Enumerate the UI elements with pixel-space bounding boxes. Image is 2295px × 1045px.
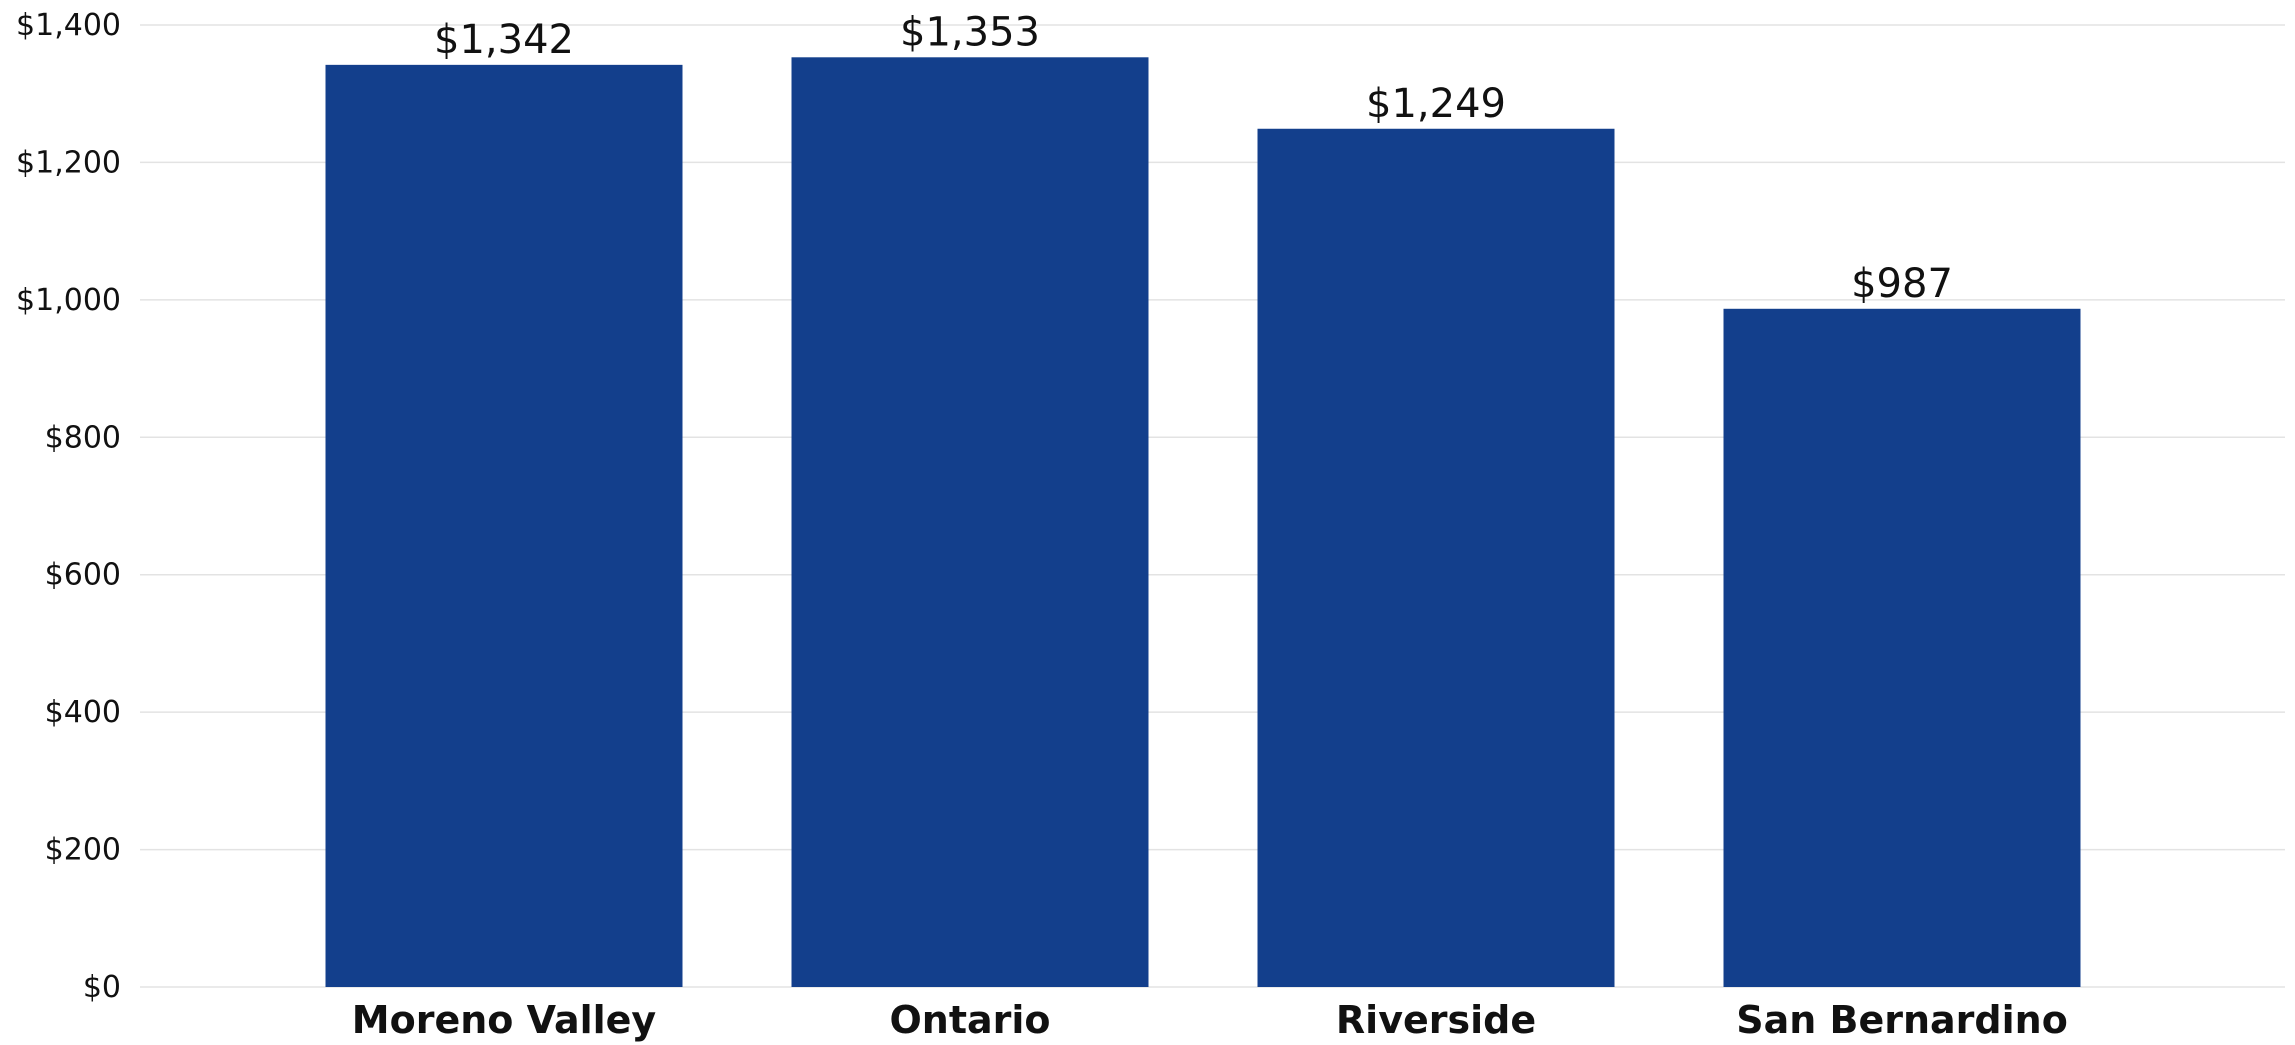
data-label: $987 [1851,261,1953,307]
y-tick-label: $200 [45,833,121,868]
x-axis-ticks: Moreno Valley Ontario Riverside San Bernard… [352,998,2068,1042]
bar [791,57,1149,987]
x-tick-label: Moreno Valley [352,998,657,1042]
bar [325,64,683,987]
y-tick-label: $800 [45,420,121,455]
bar [1723,308,2081,987]
y-tick-label: $1,000 [16,283,121,318]
data-labels: $1,342 $1,353 $1,249 $987 [434,9,1953,306]
y-tick-label: $600 [45,558,121,593]
bar [1257,128,1615,988]
data-label: $1,353 [900,9,1040,55]
data-label: $1,249 [1366,81,1506,127]
y-tick-label: $400 [45,695,121,730]
y-axis-ticks: $0 $200 $400 $600 $800 $1,000 $1,200 $1,400 [16,8,121,1005]
bars [325,57,2081,988]
x-tick-label: San Bernardino [1736,998,2068,1042]
x-tick-label: Riverside [1336,998,1536,1042]
y-tick-label: $0 [83,970,121,1005]
y-tick-label: $1,200 [16,145,121,180]
y-tick-label: $1,400 [16,8,121,43]
x-tick-label: Ontario [889,998,1050,1042]
data-label: $1,342 [434,17,574,63]
